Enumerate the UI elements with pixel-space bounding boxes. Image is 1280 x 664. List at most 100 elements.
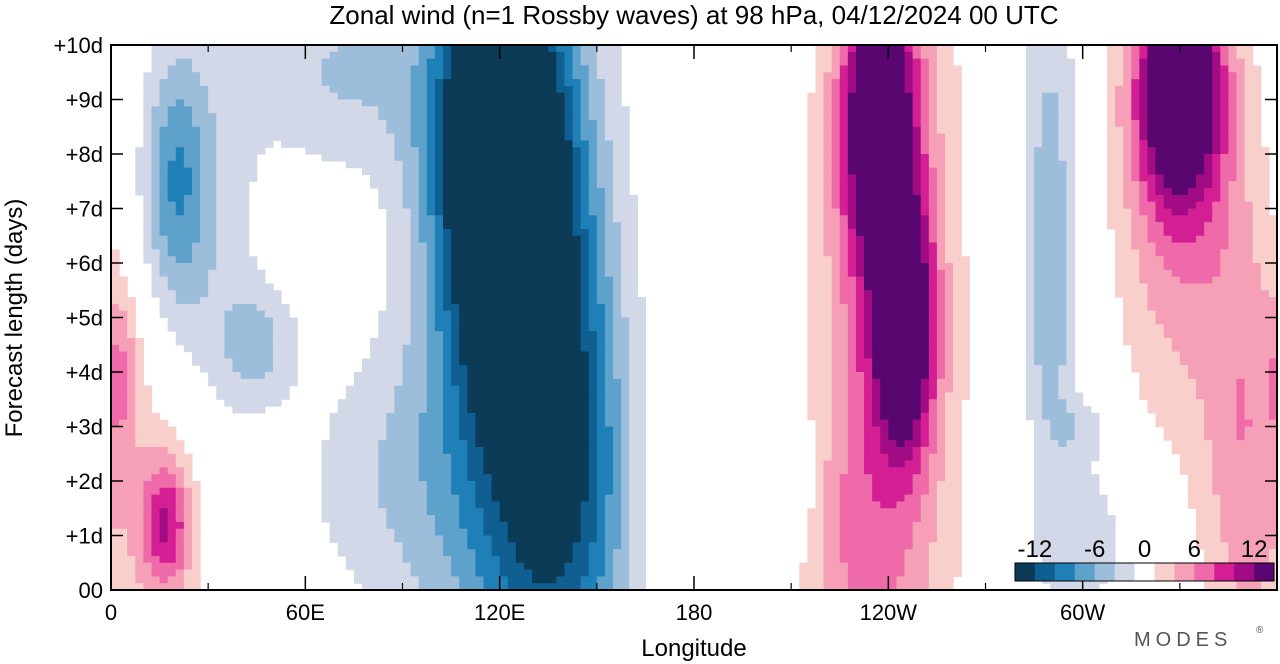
contour-cell [232, 65, 242, 73]
contour-cell [507, 126, 517, 135]
contour-cell [1196, 119, 1205, 128]
contour-cell [604, 113, 614, 121]
contour-cell [855, 140, 865, 148]
contour-cell [232, 392, 242, 400]
contour-cell [1050, 324, 1059, 332]
contour-cell [936, 222, 946, 230]
contour-cell [515, 358, 525, 366]
contour-cell [200, 324, 209, 332]
contour-cell [1058, 297, 1068, 305]
contour-cell [281, 358, 290, 366]
contour-cell [1058, 45, 1068, 53]
contour-cell [580, 249, 590, 257]
contour-cell [208, 126, 217, 135]
contour-cell [896, 222, 906, 230]
contour-cell [564, 160, 574, 169]
contour-cell [1252, 72, 1262, 80]
contour-cell [872, 133, 881, 141]
contour-cell [451, 119, 460, 128]
contour-cell [459, 72, 468, 80]
contour-cell [394, 392, 404, 400]
contour-cell [588, 228, 598, 237]
contour-cell [1034, 351, 1043, 359]
contour-cell [362, 113, 371, 121]
contour-cell [515, 72, 525, 80]
contour-cell [394, 119, 404, 128]
contour-cell [1252, 372, 1262, 380]
contour-cell [337, 140, 347, 148]
contour-cell [564, 92, 574, 101]
contour-cell [127, 358, 136, 366]
contour-cell [548, 317, 557, 325]
contour-cell [1204, 358, 1213, 366]
contour-cell [159, 133, 169, 141]
contour-cell [418, 174, 428, 182]
contour-cell [135, 392, 144, 400]
contour-cell [394, 65, 404, 73]
contour-cell [459, 249, 468, 257]
contour-cell [1147, 351, 1157, 359]
contour-cell [1139, 45, 1149, 53]
contour-cell [434, 317, 444, 325]
contour-cell [839, 351, 849, 359]
contour-cell [240, 249, 250, 257]
contour-cell [378, 85, 387, 94]
contour-cell [629, 337, 638, 346]
contour-cell [807, 392, 817, 400]
contour-cell [1115, 58, 1124, 67]
contour-cell [499, 324, 509, 332]
contour-cell [442, 235, 452, 244]
contour-cell [119, 337, 128, 346]
contour-cell [1066, 365, 1076, 373]
contour-cell [1058, 269, 1068, 278]
contour-cell [159, 303, 169, 312]
contour-cell [394, 92, 404, 101]
contour-cell [1147, 297, 1157, 305]
contour-cell [418, 358, 428, 366]
contour-cell [936, 181, 946, 189]
plot-area [110, 44, 1278, 591]
contour-cell [815, 235, 825, 244]
contour-cell [313, 58, 323, 67]
contour-cell [904, 242, 914, 250]
contour-cell [1155, 297, 1165, 305]
contour-cell [596, 160, 606, 169]
contour-cell [467, 276, 476, 285]
contour-cell [394, 147, 404, 155]
contour-cell [191, 106, 201, 114]
contour-cell [345, 113, 355, 121]
contour-cell [1260, 194, 1270, 203]
contour-cell [1034, 256, 1043, 264]
contour-cell [167, 119, 177, 128]
contour-cell [515, 58, 525, 67]
contour-cell [491, 154, 501, 162]
contour-cell [248, 290, 258, 298]
contour-cell [815, 133, 825, 141]
contour-cell [928, 365, 938, 373]
contour-cell [556, 194, 566, 203]
contour-cell [200, 45, 209, 53]
contour-cell [499, 154, 509, 162]
contour-cell [1236, 51, 1246, 60]
contour-cell [394, 167, 404, 176]
contour-cell [1196, 324, 1205, 332]
contour-cell [928, 256, 938, 264]
contour-cell [532, 351, 541, 359]
contour-cell [386, 140, 396, 148]
contour-cell [240, 235, 250, 244]
contour-cell [1187, 269, 1197, 278]
contour-cell [281, 106, 290, 114]
contour-cell [483, 372, 493, 380]
contour-cell [394, 365, 404, 373]
contour-cell [1171, 378, 1181, 387]
contour-cell [823, 365, 833, 373]
contour-cell [872, 372, 881, 380]
contour-cell [532, 365, 541, 373]
contour-cell [831, 181, 841, 189]
contour-cell [1220, 147, 1230, 155]
contour-cell [232, 263, 242, 271]
contour-cell [410, 72, 420, 80]
contour-cell [1220, 113, 1230, 121]
contour-cell [540, 372, 549, 380]
contour-cell [1155, 126, 1165, 135]
